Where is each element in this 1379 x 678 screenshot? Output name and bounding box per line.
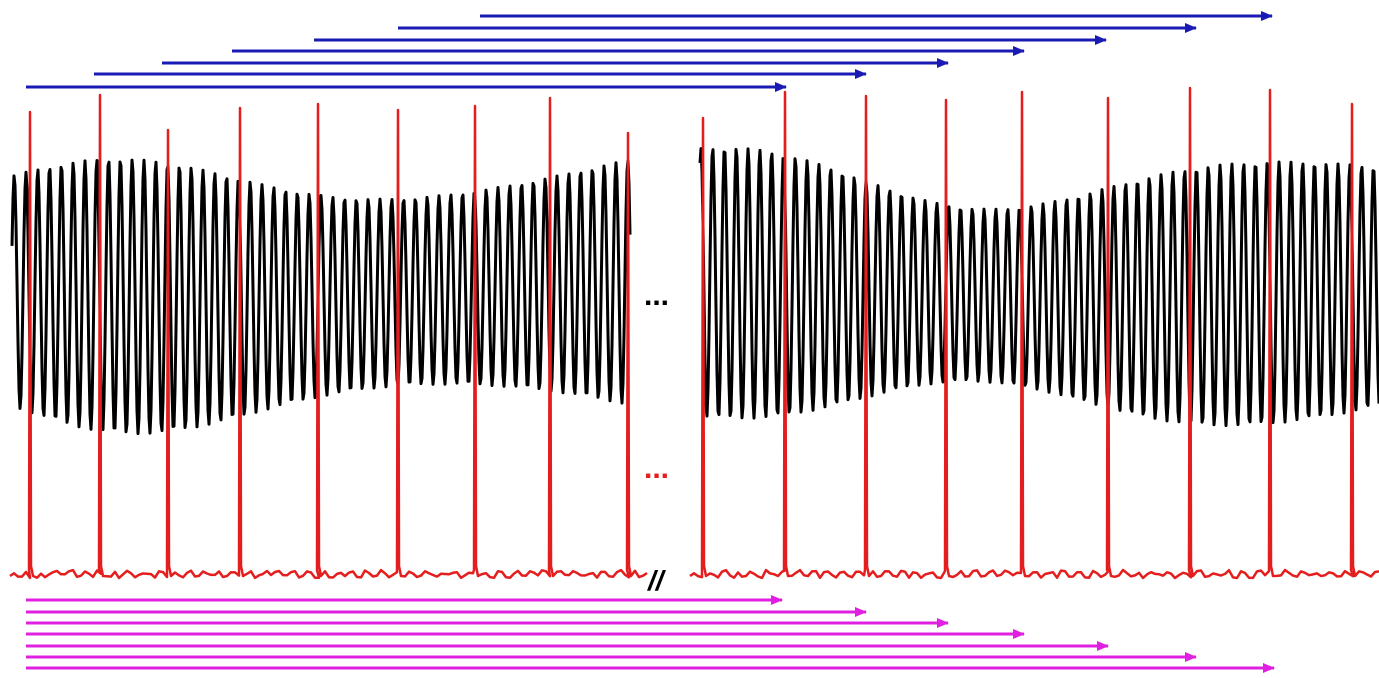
magenta-arrow-set <box>26 595 1275 673</box>
ellipsis-red: ... <box>644 452 669 485</box>
axis-break-mark: // <box>646 565 667 596</box>
red-pulse-train-left-segment <box>9 93 648 580</box>
red-pulse-train-right-segment <box>689 86 1379 580</box>
black-waveform-left-segment <box>10 158 632 435</box>
black-waveform <box>10 147 1379 435</box>
blue-arrow-set <box>26 11 1273 92</box>
ellipsis-black: ... <box>644 279 669 312</box>
black-waveform-right-segment <box>698 147 1379 427</box>
red-pulse-train <box>9 86 1379 580</box>
